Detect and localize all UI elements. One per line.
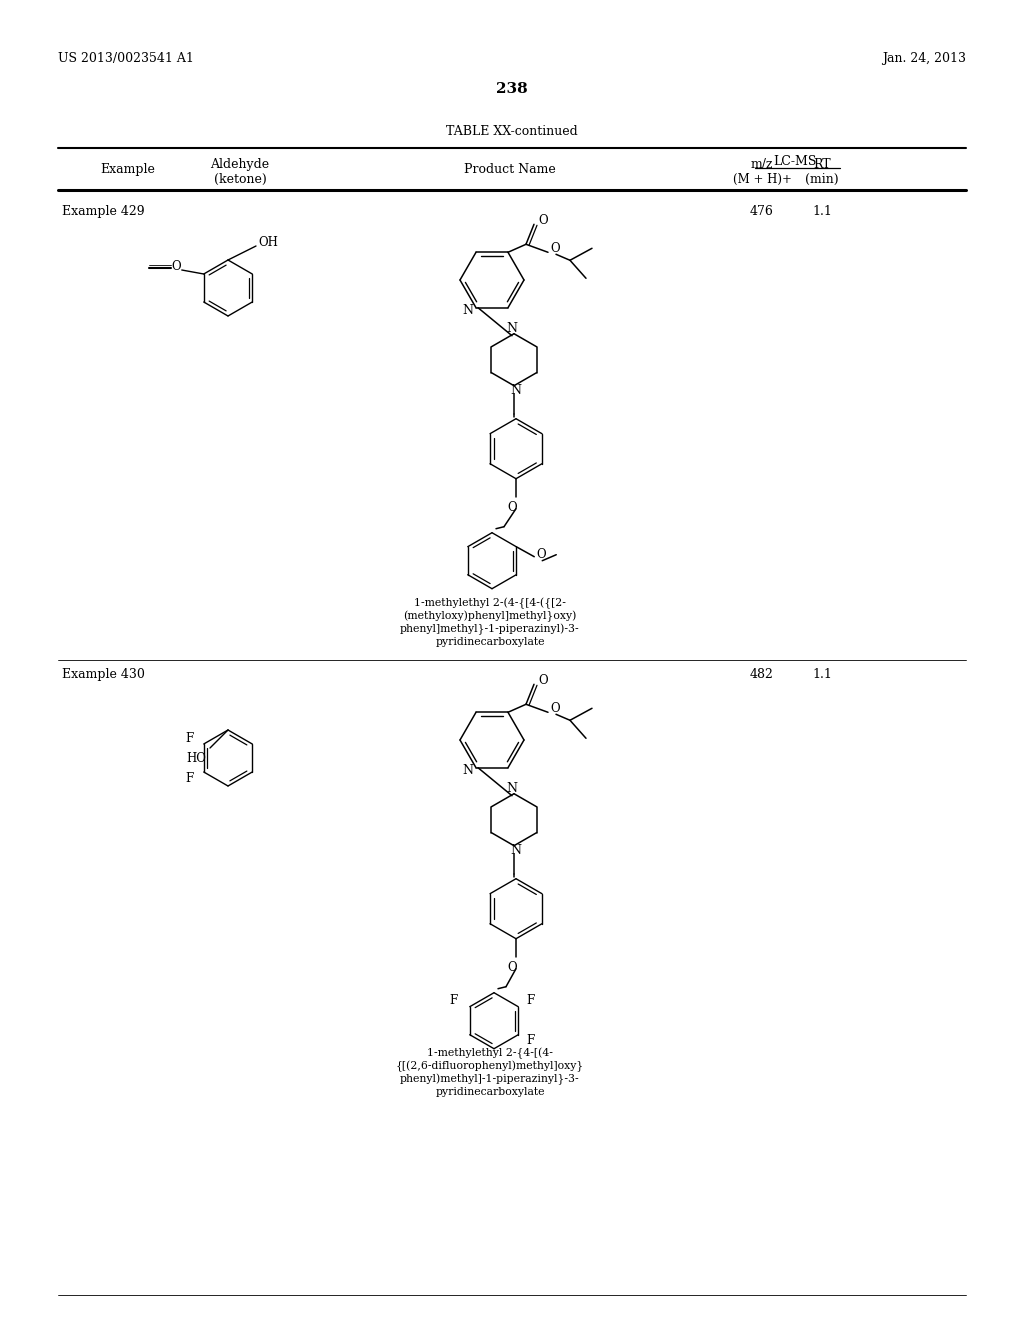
Text: N: N <box>511 384 521 397</box>
Text: 476: 476 <box>750 205 774 218</box>
Text: O: O <box>171 260 180 272</box>
Text: F: F <box>185 731 194 744</box>
Text: Example 429: Example 429 <box>62 205 144 218</box>
Text: N: N <box>511 845 521 857</box>
Text: O: O <box>537 548 546 561</box>
Text: N: N <box>507 783 517 795</box>
Text: (M + H)+: (M + H)+ <box>732 173 792 186</box>
Text: N: N <box>463 764 473 777</box>
Text: N: N <box>463 304 473 317</box>
Text: Example 430: Example 430 <box>62 668 144 681</box>
Text: 1.1: 1.1 <box>812 668 831 681</box>
Text: 1.1: 1.1 <box>812 205 831 218</box>
Text: F: F <box>450 994 458 1007</box>
Text: US 2013/0023541 A1: US 2013/0023541 A1 <box>58 51 194 65</box>
Text: LC-MS: LC-MS <box>773 154 817 168</box>
Text: Product Name: Product Name <box>464 162 556 176</box>
Text: O: O <box>538 673 548 686</box>
Text: m/z: m/z <box>751 158 773 172</box>
Text: Example: Example <box>100 162 155 176</box>
Text: Jan. 24, 2013: Jan. 24, 2013 <box>882 51 966 65</box>
Text: OH: OH <box>258 235 278 248</box>
Text: Aldehyde: Aldehyde <box>211 158 269 172</box>
Text: 482: 482 <box>750 668 774 681</box>
Text: (ketone): (ketone) <box>214 173 266 186</box>
Text: TABLE XX-continued: TABLE XX-continued <box>446 125 578 139</box>
Text: RT: RT <box>813 158 830 172</box>
Text: F: F <box>526 994 535 1007</box>
Text: HO: HO <box>186 752 206 766</box>
Text: 238: 238 <box>496 82 528 96</box>
Text: F: F <box>526 1034 535 1047</box>
Text: (min): (min) <box>805 173 839 186</box>
Text: 1-methylethyl 2-(4-{[4-({[2-
(methyloxy)phenyl]methyl}oxy)
phenyl]methyl}-1-pipe: 1-methylethyl 2-(4-{[4-({[2- (methyloxy)… <box>400 598 580 647</box>
Text: O: O <box>507 961 517 974</box>
Text: O: O <box>507 500 517 513</box>
Text: O: O <box>538 214 548 227</box>
Text: N: N <box>507 322 517 335</box>
Text: O: O <box>550 702 560 715</box>
Text: O: O <box>550 242 560 255</box>
Text: F: F <box>185 771 194 784</box>
Text: 1-methylethyl 2-{4-[(4-
{[(2,6-difluorophenyl)methyl]oxy}
phenyl)methyl]-1-piper: 1-methylethyl 2-{4-[(4- {[(2,6-difluorop… <box>396 1048 584 1097</box>
